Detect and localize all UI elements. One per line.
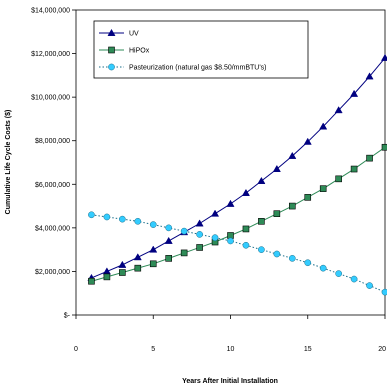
data-point (149, 245, 158, 253)
legend: UV HiPOx Pasteurization (natural gas $8.50… (93, 20, 309, 79)
y-tick-label: $4,000,000 (35, 225, 70, 232)
data-point (319, 264, 327, 272)
data-point (164, 236, 173, 244)
series-circle (88, 211, 387, 296)
data-point (180, 249, 188, 257)
y-tick-label: $2,000,000 (35, 269, 70, 276)
data-point (365, 72, 374, 80)
data-point (226, 199, 235, 207)
data-point (211, 234, 219, 242)
x-axis: 0 5 10 15 20 (74, 315, 386, 353)
x-tick-label: 15 (304, 346, 312, 353)
data-point (319, 185, 327, 192)
data-point (288, 151, 297, 159)
x-tick-label: 10 (227, 346, 235, 353)
data-point (103, 213, 111, 221)
data-point (103, 273, 111, 281)
data-point (350, 165, 358, 173)
y-tick-label: $8,000,000 (35, 138, 70, 145)
data-point (196, 244, 203, 251)
series-square (88, 143, 387, 285)
data-point (288, 255, 296, 262)
x-tick-label: 0 (74, 346, 78, 353)
legend-label: Pasteurization (natural gas $8.50/mmBTU'… (129, 65, 267, 72)
data-point (196, 231, 203, 238)
data-point (288, 202, 296, 210)
data-point (211, 209, 220, 217)
data-point (149, 221, 157, 228)
series-layer (87, 53, 387, 296)
data-point (242, 225, 250, 233)
data-point (273, 250, 281, 258)
data-point (133, 253, 142, 261)
data-point (272, 164, 281, 172)
data-point (88, 277, 95, 285)
data-point (134, 217, 142, 225)
y-tick-label: $6,000,000 (35, 182, 70, 189)
legend-box (93, 20, 309, 79)
y-tick-label: $- (64, 313, 71, 320)
data-point (350, 89, 359, 97)
data-point (304, 259, 312, 267)
data-point (241, 188, 250, 196)
data-point (381, 143, 387, 151)
data-point (335, 270, 342, 277)
data-point (258, 246, 265, 253)
data-point (134, 264, 142, 272)
data-point (366, 154, 373, 162)
data-point (258, 218, 265, 225)
data-point (242, 241, 250, 249)
data-point (335, 175, 342, 183)
data-point (165, 224, 173, 232)
data-point (227, 237, 234, 245)
y-tick-label: $14,000,000 (31, 8, 70, 15)
y-axis: $- $2,000,000 $4,000,000 $6,000,000 $8,000,0… (31, 8, 76, 320)
legend-marker (107, 28, 116, 36)
y-tick-label: $12,000,000 (31, 51, 70, 58)
data-point (195, 219, 204, 227)
data-point (303, 137, 312, 145)
data-point (381, 288, 387, 296)
data-point (119, 269, 126, 276)
data-point (319, 122, 328, 130)
legend-label: UV (129, 31, 139, 38)
data-point (334, 106, 343, 114)
data-point (350, 275, 358, 283)
y-axis-title: Cumulative Life Cycle Costs ($) (5, 110, 12, 215)
legend-label: HiPOx (129, 48, 150, 55)
legend-marker (108, 63, 115, 71)
legend-items: UV HiPOx Pasteurization (natural gas $8.50… (99, 28, 267, 72)
data-point (165, 255, 172, 262)
data-point (366, 282, 373, 289)
data-point (304, 194, 312, 201)
data-point (118, 260, 127, 268)
x-tick-label: 5 (151, 346, 155, 353)
data-point (273, 210, 281, 217)
series-triangle (87, 53, 387, 281)
legend-marker (108, 46, 115, 54)
data-point (180, 227, 188, 235)
x-tick-label: 20 (378, 346, 386, 353)
y-tick-label: $10,000,000 (31, 95, 70, 102)
data-point (119, 215, 126, 223)
data-point (88, 211, 95, 219)
x-axis-title: Years After Initial Installation (182, 378, 278, 385)
data-point (257, 176, 266, 184)
data-point (149, 260, 157, 268)
